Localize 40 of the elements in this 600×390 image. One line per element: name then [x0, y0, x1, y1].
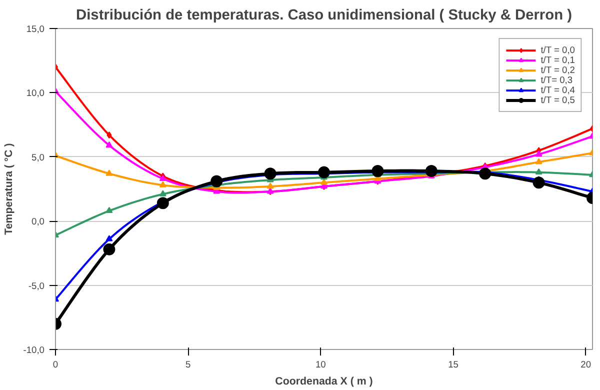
point: [266, 182, 274, 189]
point: [264, 168, 276, 180]
legend-label: t/T = 0,5: [540, 95, 575, 105]
point: [103, 243, 116, 256]
y-tick-label: -5,0: [28, 280, 45, 291]
point: [106, 170, 113, 176]
point: [318, 166, 330, 178]
point: [106, 141, 113, 148]
point: [106, 132, 112, 139]
y-tick-label: 10,0: [26, 88, 44, 98]
x-axis-title: Coordenada X ( m ): [275, 376, 374, 388]
point: [372, 165, 384, 178]
x-tick-label: 0: [52, 360, 58, 370]
point: [535, 150, 542, 157]
y-tick-label: -10,0: [23, 345, 45, 355]
legend-label: t/T = 0,2: [540, 65, 575, 75]
x-tick-label: 5: [186, 360, 191, 370]
y-tick-label: 0,0: [32, 216, 44, 227]
point: [106, 206, 113, 214]
chart-title: Distribución de temperaturas. Caso unidimensional ( Stucky & Derron ): [76, 8, 572, 24]
point: [320, 178, 328, 185]
point: [159, 190, 166, 196]
x-tick-label: 20: [580, 360, 592, 370]
point: [532, 176, 545, 189]
x-tick-label: 15: [448, 360, 458, 370]
y-tick-label: 5,0: [32, 152, 44, 162]
x-tick-label: 10: [315, 360, 326, 370]
point: [210, 175, 223, 188]
point: [535, 158, 542, 164]
legend-label: t/T = 0,0: [540, 45, 575, 55]
point: [535, 168, 542, 175]
point: [425, 165, 438, 178]
legend-label: t/T = 0,4: [540, 85, 575, 95]
legend-label: t/T = 0,1: [540, 55, 575, 65]
y-tick-label: 15,0: [26, 24, 44, 34]
point: [479, 168, 492, 180]
point: [156, 197, 169, 210]
y-axis-title: Temperatura ( °C ): [3, 142, 16, 235]
legend-label: t/T= 0,3: [540, 75, 573, 85]
point: [159, 181, 166, 188]
